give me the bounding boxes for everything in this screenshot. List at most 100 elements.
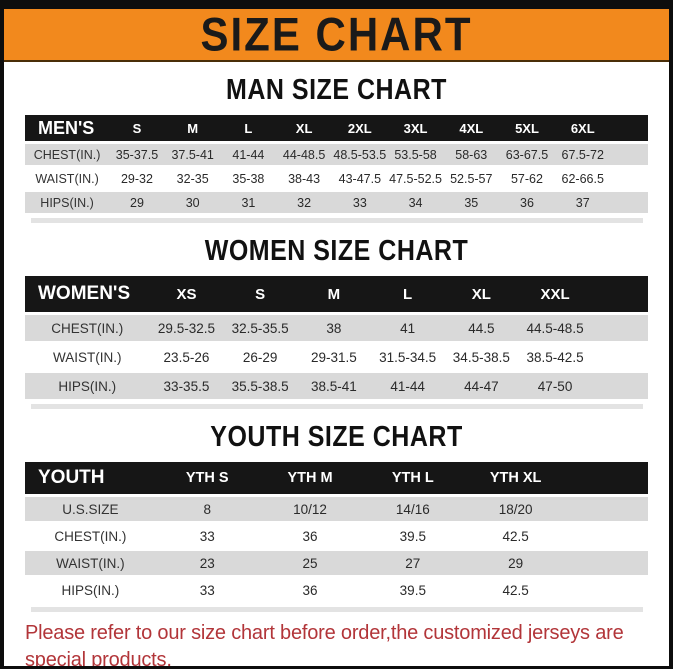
size-value: 29: [464, 551, 568, 575]
measurement-row: HIPS(IN.) 33-35.5 35.5-38.5 38.5-41 41-44 44-…: [25, 373, 648, 399]
man-size-section: MAN SIZE CHART MEN'S S M L XL 2XL 3XL 4XL 5XL 6XL…: [4, 73, 669, 223]
size-value: 36: [258, 578, 362, 602]
measurement-row: CHEST(IN.) 33 36 39.5 42.5: [25, 524, 648, 548]
size-column-header: 2XL: [331, 115, 388, 141]
size-value: 31: [220, 192, 277, 213]
men-table-bottom-strip: [30, 218, 643, 223]
size-value: 44-48.5: [276, 144, 332, 165]
size-column-header: L: [220, 115, 277, 141]
table-corner-label: WOMEN'S: [25, 276, 150, 312]
size-value: 34.5-38.5: [444, 344, 519, 370]
size-value: 29.5-32.5: [149, 315, 224, 341]
size-column-header: L: [370, 276, 445, 312]
size-value: 35-38: [220, 168, 277, 189]
youth-table-bottom-strip: [30, 607, 643, 612]
row-label: HIPS(IN.): [25, 192, 110, 213]
size-column-header: 3XL: [387, 115, 444, 141]
size-value: 35-37.5: [109, 144, 165, 165]
size-value: 38-43: [276, 168, 332, 189]
size-value: 18/20: [464, 497, 568, 521]
size-column-header: 6XL: [554, 115, 611, 141]
size-column-header: XL: [276, 115, 332, 141]
size-value: 10/12: [258, 497, 362, 521]
spacer-cell: [591, 276, 648, 312]
size-value: 32: [276, 192, 332, 213]
size-value: 43-47.5: [331, 168, 388, 189]
size-value: 39.5: [361, 578, 465, 602]
size-column-header: M: [297, 276, 371, 312]
women-section-heading-text: WOMEN SIZE CHART: [204, 234, 469, 268]
man-section-heading: MAN SIZE CHART: [4, 73, 669, 107]
size-value: 62-66.5: [554, 168, 611, 189]
table-corner-label: YOUTH: [25, 462, 156, 494]
size-value: 58-63: [443, 144, 500, 165]
size-value: 26-29: [223, 344, 298, 370]
spacer-cell: [610, 168, 648, 189]
women-table-bottom-strip: [30, 404, 643, 409]
size-value: 23: [155, 551, 259, 575]
measurement-row: WAIST(IN.) 23.5-26 26-29 29-31.5 31.5-34.5 34…: [25, 344, 648, 370]
size-value: 34: [387, 192, 444, 213]
size-value: 42.5: [464, 578, 568, 602]
size-value: 38.5-42.5: [518, 344, 592, 370]
size-value: 41-44: [370, 373, 445, 399]
disclaimer-line-1: Please refer to our size chart before or…: [25, 622, 624, 669]
size-column-header: YTH L: [361, 462, 465, 494]
size-column-header: YTH XL: [464, 462, 568, 494]
spacer-cell: [610, 192, 648, 213]
spacer-cell: [567, 524, 648, 548]
size-value: 8: [155, 497, 259, 521]
size-column-header: XL: [444, 276, 519, 312]
size-value: 29-32: [109, 168, 165, 189]
spacer-cell: [591, 315, 648, 341]
size-value: 35.5-38.5: [223, 373, 298, 399]
size-value: 41: [370, 315, 445, 341]
size-value: 29: [109, 192, 165, 213]
table-header-row: YOUTH YTH S YTH M YTH L YTH XL: [25, 462, 648, 494]
table-header-row: WOMEN'S XS S M L XL XXL: [25, 276, 648, 312]
size-value: 32-35: [164, 168, 221, 189]
size-value: 57-62: [499, 168, 555, 189]
size-value: 29-31.5: [297, 344, 371, 370]
measurement-row: HIPS(IN.) 29 30 31 32 33 34 35 36 37: [25, 192, 648, 213]
size-value: 38: [297, 315, 371, 341]
size-column-header: S: [223, 276, 298, 312]
size-column-header: 5XL: [499, 115, 555, 141]
size-chart-title: SIZE CHART: [200, 7, 473, 61]
size-value: 42.5: [464, 524, 568, 548]
size-value: 33: [155, 578, 259, 602]
size-value: 63-67.5: [499, 144, 555, 165]
spacer-cell: [591, 373, 648, 399]
man-section-heading-text: MAN SIZE CHART: [226, 73, 447, 107]
size-value: 41-44: [220, 144, 277, 165]
size-column-header: XXL: [518, 276, 592, 312]
size-column-header: S: [109, 115, 165, 141]
row-label: HIPS(IN.): [25, 578, 156, 602]
size-value: 52.5-57: [443, 168, 500, 189]
order-disclaimer: Please refer to our size chart before or…: [25, 620, 657, 669]
size-value: 37.5-41: [164, 144, 221, 165]
size-value: 36: [499, 192, 555, 213]
size-value: 27: [361, 551, 465, 575]
spacer-cell: [567, 551, 648, 575]
row-label: WAIST(IN.): [25, 551, 156, 575]
size-value: 32.5-35.5: [223, 315, 298, 341]
women-section-heading: WOMEN SIZE CHART: [4, 234, 669, 268]
size-column-header: XS: [149, 276, 224, 312]
youth-section-heading: YOUTH SIZE CHART: [4, 420, 669, 454]
row-label: CHEST(IN.): [25, 144, 110, 165]
size-value: 47-50: [518, 373, 592, 399]
youth-section-heading-text: YOUTH SIZE CHART: [210, 420, 463, 454]
measurement-row: CHEST(IN.) 29.5-32.5 32.5-35.5 38 41 44.5 44.5…: [25, 315, 648, 341]
row-label: CHEST(IN.): [25, 524, 156, 548]
size-value: 33-35.5: [149, 373, 224, 399]
measurement-row: CHEST(IN.) 35-37.5 37.5-41 41-44 44-48.5 48.5…: [25, 144, 648, 165]
measurement-row: WAIST(IN.) 23 25 27 29: [25, 551, 648, 575]
spacer-cell: [610, 144, 648, 165]
row-label: CHEST(IN.): [25, 315, 150, 341]
table-header-row: MEN'S S M L XL 2XL 3XL 4XL 5XL 6XL: [25, 115, 648, 141]
size-value: 33: [331, 192, 388, 213]
women-size-section: WOMEN SIZE CHART WOMEN'S XS S M L XL XXL CHEST(…: [4, 234, 669, 409]
size-value: 31.5-34.5: [370, 344, 445, 370]
